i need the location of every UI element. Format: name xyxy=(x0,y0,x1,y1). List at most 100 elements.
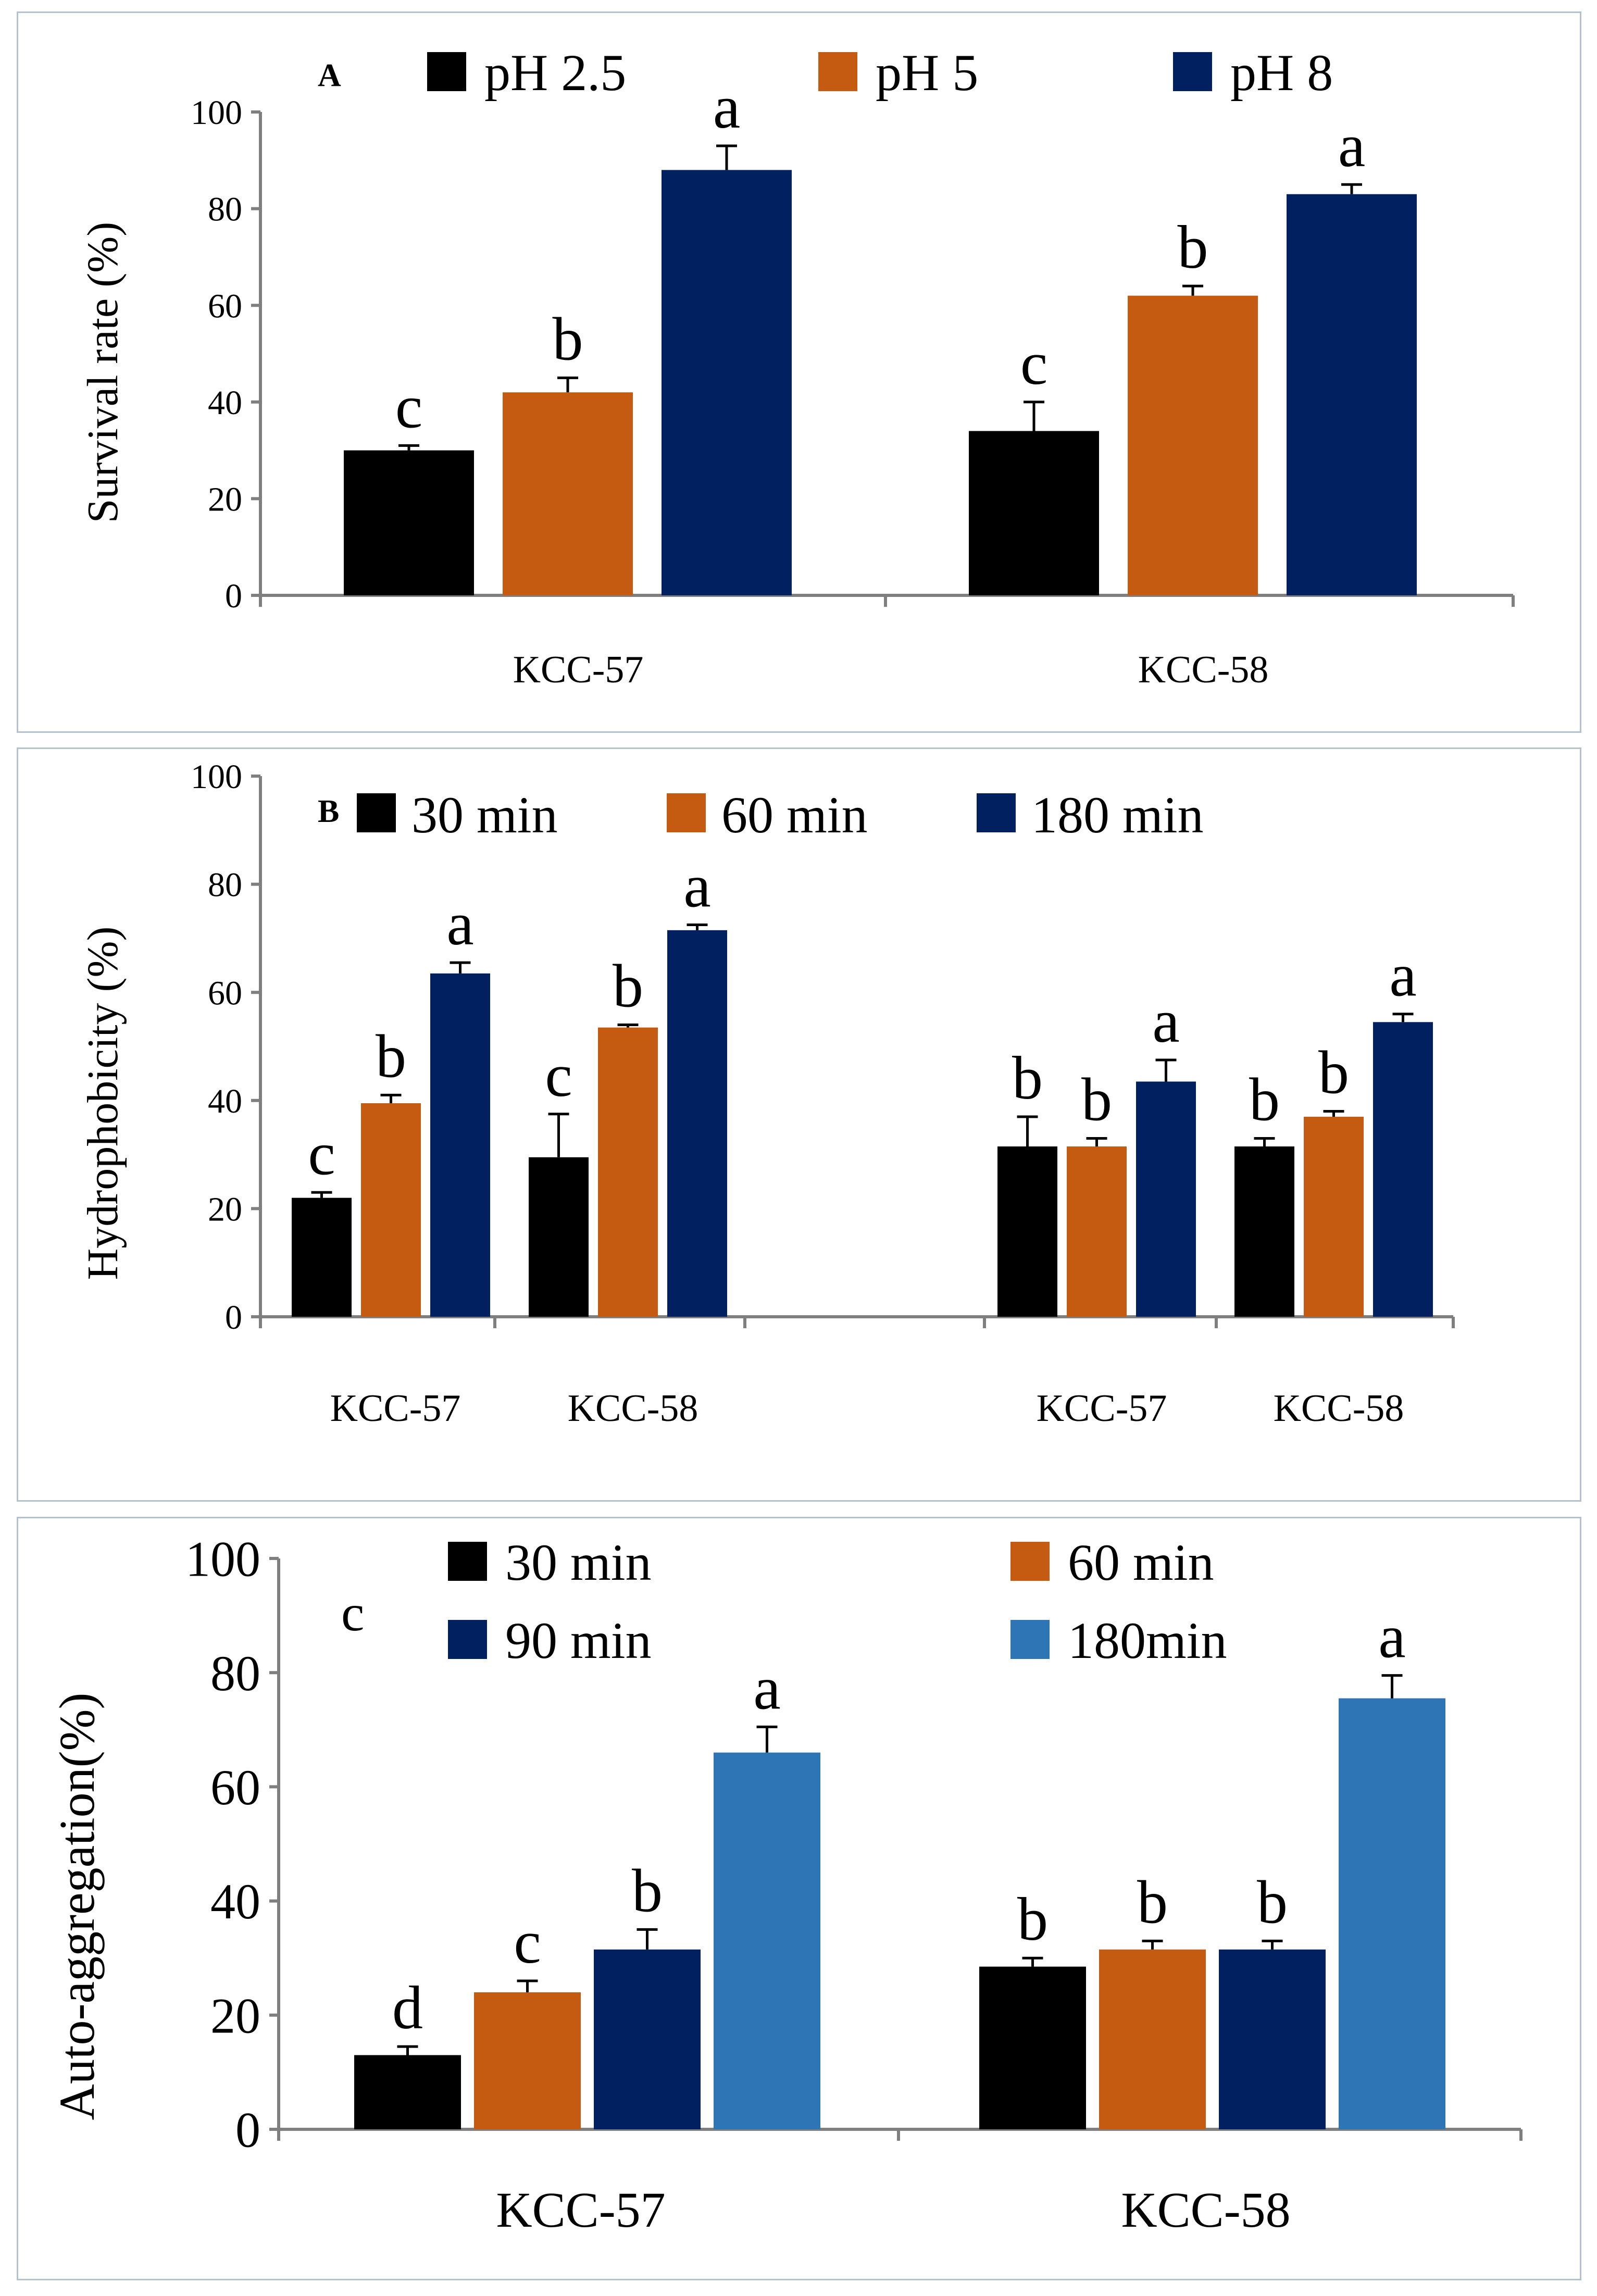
legend-swatch-ph-8 xyxy=(1173,52,1212,91)
y-tick-label: 60 xyxy=(208,287,242,325)
bar-kcc-57-180-min xyxy=(430,973,490,1317)
legend-label-ph-8: pH 8 xyxy=(1230,44,1333,102)
auto-aggregation-chart-svg: c Auto-aggregation(%) 30 min 60 min 90 m… xyxy=(49,1531,1523,2238)
y-tick-label: 20 xyxy=(210,1988,260,2043)
y-tick-label: 40 xyxy=(210,1874,260,1929)
legend: 30 min 60 min 90 min 180min xyxy=(448,1533,1227,1669)
significance-letter: b xyxy=(1017,1885,1048,1953)
bar-kcc-58-90-min xyxy=(1219,1949,1326,2129)
significance-letter: a xyxy=(683,852,710,920)
legend-swatch-30-min xyxy=(448,1542,487,1581)
significance-letter: a xyxy=(1152,987,1179,1055)
x-category-label: KCC-58 xyxy=(1121,2182,1290,2238)
significance-letter: b xyxy=(1318,1039,1349,1107)
significance-letter: b xyxy=(376,1022,406,1090)
panel-b-hydrophobicity-chart: B Hydrophobicity (%) 30 min 60 min 180 m… xyxy=(17,747,1581,1502)
bar-kcc-58-ph-2-5 xyxy=(969,431,1099,595)
x-category-label: KCC-58 xyxy=(1274,1387,1404,1430)
significance-letter: b xyxy=(1137,1868,1168,1936)
bar-kcc-58-180-min xyxy=(1373,1022,1433,1317)
x-category-label: KCC-57 xyxy=(1037,1387,1167,1430)
bar-kcc-57-60-min xyxy=(474,1992,581,2129)
legend-label-60-min: 60 min xyxy=(721,786,868,844)
legend-swatch-60-min xyxy=(1010,1542,1050,1581)
bar-kcc-57-180-min xyxy=(1136,1081,1196,1317)
bar-kcc-58-180min xyxy=(1339,1698,1445,2129)
significance-letter: c xyxy=(514,1908,541,1976)
bar-kcc-58-ph-8 xyxy=(1287,194,1417,595)
legend-label-ph-5: pH 5 xyxy=(876,44,978,102)
y-tick-label: 80 xyxy=(208,191,242,229)
legend-swatch-180-min xyxy=(977,793,1016,832)
plot-area: 0 20 40 60 80 100 KCC-57 c b a KCC-58 c b a xyxy=(191,73,1515,691)
legend-label-60-min: 60 min xyxy=(1068,1533,1214,1591)
significance-letter: a xyxy=(1378,1603,1405,1671)
panel-label-b: B xyxy=(318,794,339,829)
bar-kcc-57-ph-2-5 xyxy=(344,450,474,595)
legend-swatch-ph-5 xyxy=(818,52,857,91)
y-tick-label: 80 xyxy=(208,866,242,904)
panel-label-a: A xyxy=(318,58,341,93)
y-tick-label: 40 xyxy=(208,384,242,422)
significance-letter: b xyxy=(1257,1868,1288,1936)
x-category-label: KCC-58 xyxy=(568,1387,698,1430)
significance-letter: a xyxy=(753,1654,780,1722)
significance-letter: a xyxy=(713,73,740,141)
bar-kcc-57-60-min xyxy=(361,1103,421,1317)
significance-letter: a xyxy=(446,890,473,958)
bar-kcc-58-30-min xyxy=(529,1157,589,1317)
bar-kcc-57-30-min xyxy=(997,1146,1057,1317)
y-axis-title: Hydrophobicity (%) xyxy=(79,927,127,1280)
significance-letter: c xyxy=(545,1041,572,1109)
significance-letter: d xyxy=(392,1974,423,2042)
bar-kcc-57-90-min xyxy=(594,1949,701,2129)
y-tick-label: 0 xyxy=(235,2102,260,2158)
significance-letter: b xyxy=(1012,1044,1043,1112)
bar-kcc-58-60-min xyxy=(1099,1949,1206,2129)
panel-a-survival-chart: A Survival rate (%) pH 2.5 pH 5 pH 8 0 20… xyxy=(17,11,1581,733)
bar-kcc-58-30-min xyxy=(979,1966,1086,2129)
legend-swatch-180min xyxy=(1010,1620,1050,1659)
significance-letter: b xyxy=(1081,1065,1112,1133)
survival-chart-svg: A Survival rate (%) pH 2.5 pH 5 pH 8 0 20… xyxy=(79,44,1515,691)
y-tick-label: 40 xyxy=(208,1082,242,1120)
bar-kcc-57-30-min xyxy=(292,1197,352,1317)
legend: 30 min 60 min 180 min xyxy=(357,786,1204,844)
significance-letter: b xyxy=(1178,213,1208,281)
y-tick-label: 0 xyxy=(225,1299,242,1337)
bar-kcc-57-180min xyxy=(714,1752,820,2129)
significance-letter: b xyxy=(613,952,643,1020)
bar-kcc-57-60-min xyxy=(1067,1146,1127,1317)
significance-letter: b xyxy=(553,305,583,373)
significance-letter: a xyxy=(1338,111,1365,180)
significance-letter: b xyxy=(632,1856,663,1925)
legend-label-90-min: 90 min xyxy=(505,1612,652,1669)
y-tick-label: 100 xyxy=(185,1531,260,1587)
y-axis-title: Auto-aggregation(%) xyxy=(49,1692,105,2120)
y-tick-label: 20 xyxy=(208,481,242,519)
legend-label-ph-2-5: pH 2.5 xyxy=(484,44,626,102)
legend-label-180min: 180min xyxy=(1068,1612,1227,1669)
y-tick-label: 20 xyxy=(208,1191,242,1229)
significance-letter: b xyxy=(1249,1065,1280,1133)
x-category-label: KCC-57 xyxy=(330,1387,461,1430)
bar-kcc-58-60-min xyxy=(1304,1116,1364,1317)
y-tick-label: 100 xyxy=(191,94,242,132)
bar-kcc-58-180-min xyxy=(667,930,727,1317)
panel-label-c: c xyxy=(341,1584,364,1642)
y-tick-label: 60 xyxy=(208,974,242,1012)
bar-kcc-58-30-min xyxy=(1234,1146,1294,1317)
x-category-label: KCC-57 xyxy=(513,648,644,691)
significance-letter: c xyxy=(1020,329,1047,397)
y-tick-label: 60 xyxy=(210,1760,260,1815)
hydrophobicity-chart-svg: B Hydrophobicity (%) 30 min 60 min 180 m… xyxy=(79,758,1455,1430)
x-category-label: KCC-57 xyxy=(496,2182,665,2238)
legend-label-30-min: 30 min xyxy=(505,1533,652,1591)
y-tick-label: 0 xyxy=(225,577,242,615)
legend-label-180-min: 180 min xyxy=(1031,786,1204,844)
bar-kcc-58-ph-5 xyxy=(1128,295,1258,595)
x-category-label: KCC-58 xyxy=(1138,648,1269,691)
legend-label-30-min: 30 min xyxy=(411,786,558,844)
legend-swatch-30-min xyxy=(357,793,396,832)
